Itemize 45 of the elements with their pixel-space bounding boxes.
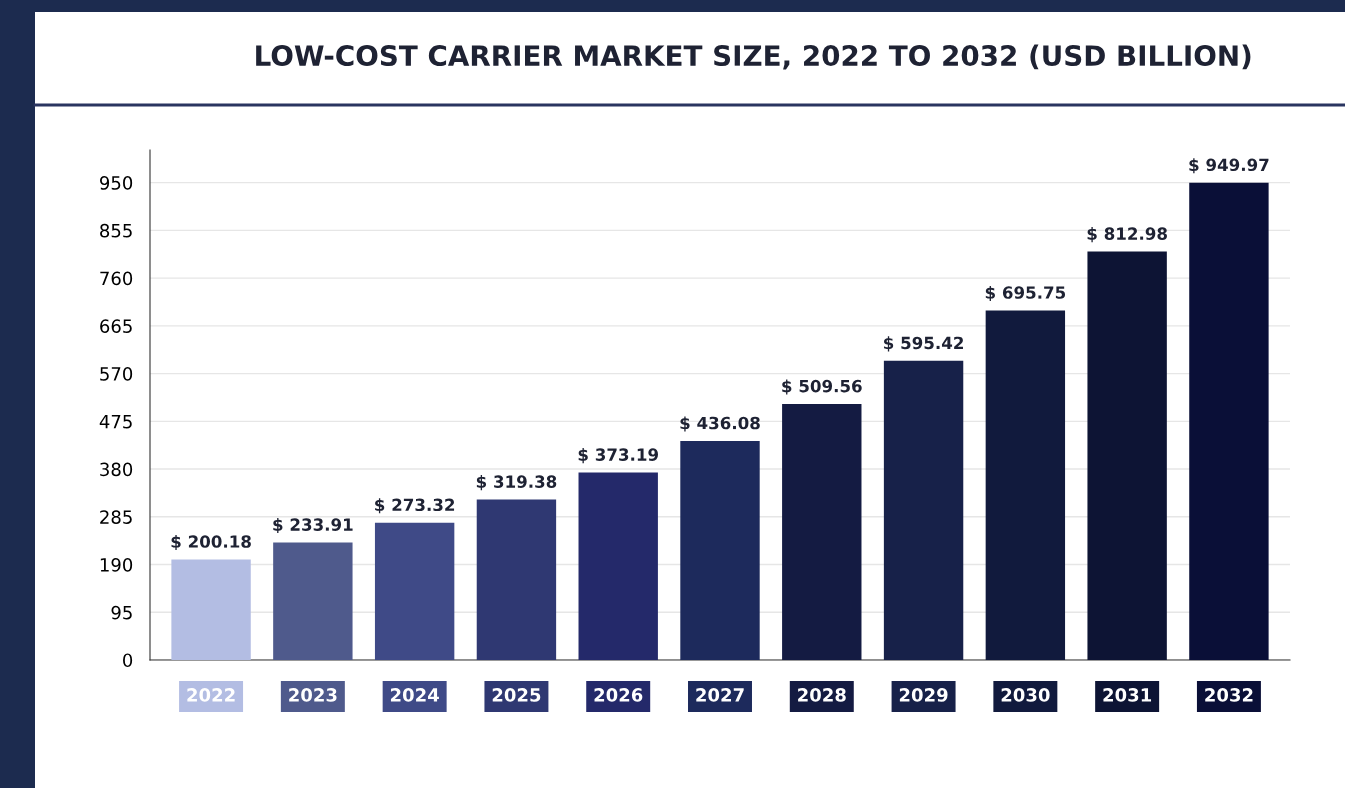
bar xyxy=(273,542,353,660)
y-tick-label: 285 xyxy=(100,510,132,524)
y-tick-label: 665 xyxy=(100,319,132,333)
x-tick-label: 2031 xyxy=(1103,688,1152,702)
data-label: $ 812.98 xyxy=(1087,227,1167,243)
x-tick-label: 2023 xyxy=(289,688,337,702)
y-tick-label: 475 xyxy=(99,415,132,429)
bar xyxy=(985,310,1066,660)
x-tick-label: 2026 xyxy=(594,688,643,702)
data-label: $ 695.75 xyxy=(985,285,1066,302)
data-label: $ 273.32 xyxy=(375,498,455,514)
data-label: $ 509.56 xyxy=(782,379,862,395)
y-tick-label: 855 xyxy=(100,223,132,238)
x-tick-label: 2022 xyxy=(187,688,235,702)
data-label: $ 595.42 xyxy=(884,336,963,352)
y-tick-label: 0 xyxy=(123,653,133,668)
bar xyxy=(782,403,862,660)
x-tick-label: 2028 xyxy=(798,688,846,702)
bar xyxy=(680,440,760,660)
bar xyxy=(171,559,251,660)
data-label: $ 436.08 xyxy=(680,416,760,432)
y-tick-label: 950 xyxy=(100,176,133,190)
data-label: $ 949.97 xyxy=(1189,158,1269,174)
y-tick-label: 570 xyxy=(100,367,133,381)
y-tick-label: 760 xyxy=(100,271,133,286)
y-tick-label: 190 xyxy=(100,557,133,572)
x-tick-label: 2027 xyxy=(696,688,744,702)
bar xyxy=(578,472,658,660)
data-label: $ 319.38 xyxy=(476,475,557,491)
x-tick-label: 2025 xyxy=(492,688,541,702)
y-tick-label: 380 xyxy=(100,462,133,477)
data-label: $ 373.19 xyxy=(578,448,659,464)
bar xyxy=(1189,182,1269,660)
x-tick-label: 2024 xyxy=(390,688,439,702)
data-label: $ 200.18 xyxy=(171,534,251,551)
bar xyxy=(1087,251,1167,660)
bar xyxy=(883,360,964,660)
chart-title: LOW-COST CARRIER MARKET SIZE, 2022 TO 2032 (USD BILLION) xyxy=(256,44,1251,70)
bar xyxy=(374,522,455,660)
y-tick-label: 95 xyxy=(111,605,132,620)
x-tick-label: 2030 xyxy=(1001,688,1050,702)
data-label: $ 233.91 xyxy=(273,518,353,534)
x-tick-label: 2029 xyxy=(899,688,948,702)
bar xyxy=(476,499,557,660)
x-tick-label: 2032 xyxy=(1205,688,1253,702)
